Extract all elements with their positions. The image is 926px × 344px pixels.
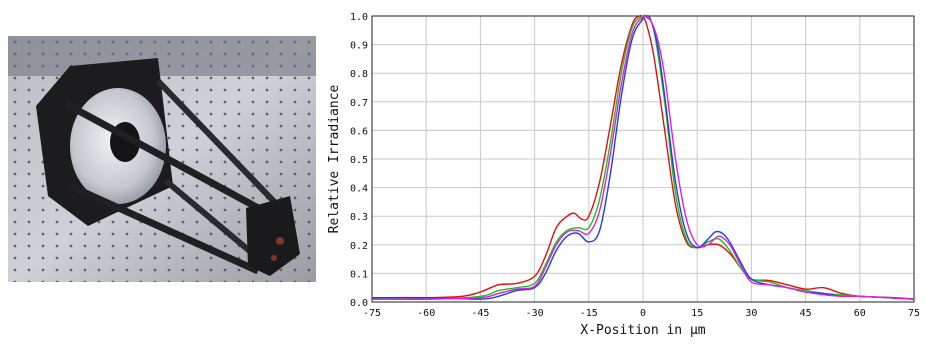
y-axis-label: Relative Irradiance (327, 84, 342, 233)
series-line-3 (371, 15, 915, 300)
series-line-0 (371, 14, 915, 300)
x-axis-label: X-Position in µm (580, 323, 705, 338)
x-tick-label: -30 (526, 308, 544, 319)
y-tick-label: 0.0 (350, 298, 368, 309)
y-tick-label: 0.3 (350, 212, 368, 223)
y-tick-label: 0.8 (350, 69, 368, 80)
x-tick-labels: -75 -60 -45 -30 -15 0 15 30 45 60 75 (363, 308, 920, 319)
x-tick-label: -75 (363, 308, 381, 319)
series-lines (371, 14, 915, 300)
x-tick-label: 75 (908, 308, 920, 319)
y-tick-label: 0.5 (350, 155, 368, 166)
irradiance-line-chart: 0.0 0.1 0.2 0.3 0.4 0.5 0.6 0.7 0.8 0.9 1.0 -75 -60… (327, 12, 920, 338)
y-tick-label: 0.1 (350, 269, 368, 280)
y-tick-label: 1.0 (350, 12, 368, 23)
y-tick-label: 0.6 (350, 126, 368, 137)
chart-grid (371, 15, 915, 303)
y-tick-label: 0.9 (350, 41, 368, 52)
x-tick-label: -45 (471, 308, 489, 319)
x-tick-label: -15 (580, 308, 598, 319)
telescope-assembly-photo (8, 36, 316, 282)
x-tick-label: 45 (800, 308, 812, 319)
y-tick-labels: 0.0 0.1 0.2 0.3 0.4 0.5 0.6 0.7 0.8 0.9 1.0 (350, 12, 368, 309)
x-tick-label: 30 (745, 308, 757, 319)
x-tick-label: 15 (691, 308, 703, 319)
y-tick-label: 0.4 (350, 184, 368, 195)
x-tick-label: -60 (417, 308, 435, 319)
y-tick-label: 0.2 (350, 241, 368, 252)
x-tick-label: 60 (854, 308, 866, 319)
x-tick-label: 0 (640, 308, 646, 319)
y-tick-label: 0.7 (350, 98, 368, 109)
